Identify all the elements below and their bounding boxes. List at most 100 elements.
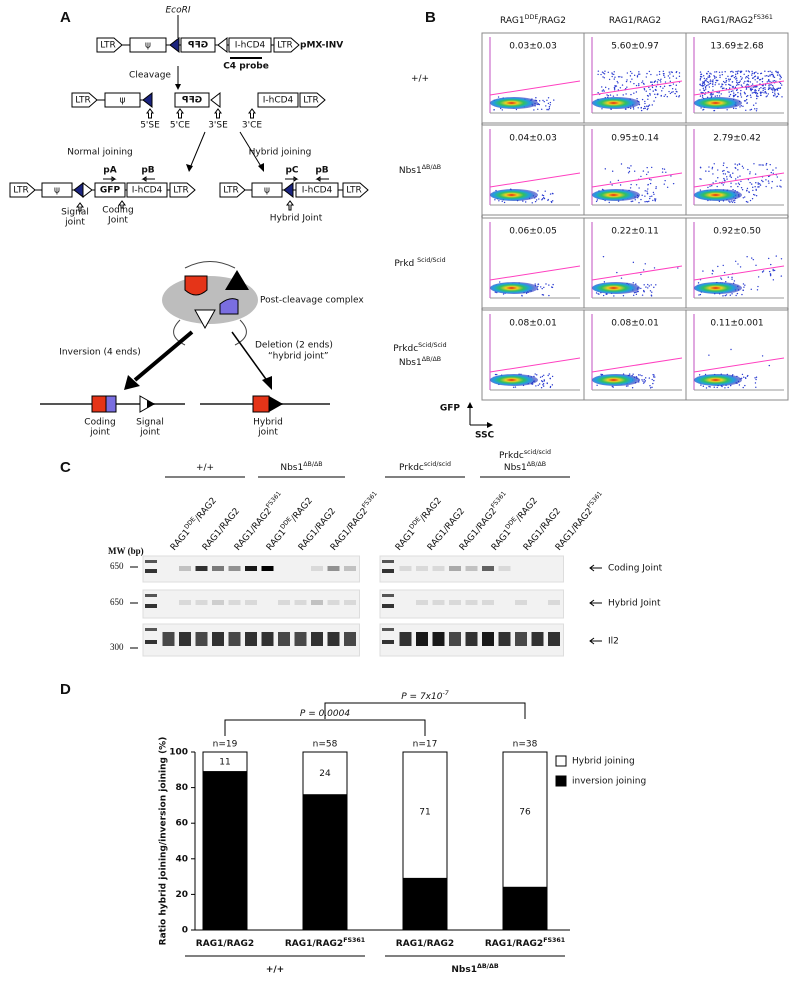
event [635, 84, 638, 87]
band [163, 600, 175, 605]
event [644, 201, 646, 203]
event [625, 385, 628, 387]
marker-band [145, 604, 157, 608]
percentage: 0.92±0.50 [713, 227, 761, 237]
event [499, 281, 501, 283]
event [611, 73, 614, 75]
coding-end [252, 395, 270, 413]
event [644, 107, 646, 110]
event [548, 373, 550, 375]
text-part: /RAG2 [193, 496, 218, 524]
text-part: Nbs1 [399, 166, 422, 176]
event [762, 164, 764, 166]
event [641, 294, 644, 296]
event [651, 291, 653, 293]
event [773, 76, 776, 79]
event [772, 169, 774, 171]
event [722, 264, 724, 267]
event [699, 293, 702, 296]
band [195, 632, 208, 646]
element [129, 37, 167, 53]
n-label: n=19 [213, 740, 238, 750]
event [709, 72, 711, 75]
event [745, 109, 747, 111]
event [649, 290, 652, 292]
event [542, 384, 544, 386]
text-part: RAG1 [490, 527, 513, 552]
event [712, 270, 714, 272]
arrow [239, 131, 263, 169]
event [601, 90, 603, 92]
event [645, 286, 647, 288]
event [651, 386, 653, 389]
event [727, 78, 730, 80]
event [707, 76, 709, 78]
gate [591, 357, 683, 373]
event [707, 186, 709, 189]
event [773, 269, 776, 272]
event [736, 95, 739, 98]
band [294, 600, 307, 605]
event [717, 169, 719, 171]
band [212, 566, 224, 571]
event [617, 82, 619, 84]
event [646, 200, 648, 203]
event [743, 286, 745, 288]
superscript: Scid/Scid [417, 257, 446, 264]
mw-tick: 650 [110, 597, 124, 607]
population [694, 374, 742, 386]
event [764, 75, 766, 77]
event [634, 199, 636, 201]
event [536, 374, 538, 376]
event [757, 186, 759, 188]
event [750, 88, 753, 91]
event [751, 257, 753, 259]
event [702, 81, 704, 83]
event [772, 269, 774, 272]
band [482, 600, 494, 605]
event [735, 294, 737, 297]
event [641, 379, 643, 381]
event [754, 89, 756, 91]
event [779, 185, 781, 187]
event [678, 96, 680, 98]
percentage: 0.04±0.03 [509, 134, 557, 144]
event [549, 386, 552, 389]
event [741, 85, 743, 88]
event [629, 75, 632, 77]
event [730, 348, 732, 351]
event [647, 98, 649, 100]
event [624, 108, 627, 110]
text-part: Prkdc [399, 463, 424, 473]
lane-label: RAG1/RAG2FS361 [552, 490, 607, 553]
event [633, 92, 635, 94]
x-tick-label: RAG1/RAG2FS361 [485, 937, 565, 949]
event [773, 80, 776, 82]
y-tick-label: 20 [175, 890, 188, 900]
percentage: 0.08±0.01 [611, 319, 659, 329]
event [656, 81, 659, 83]
event [757, 76, 759, 78]
event [752, 258, 755, 261]
event [525, 201, 527, 203]
event [636, 75, 639, 77]
band [498, 632, 511, 646]
event [732, 188, 734, 191]
event [729, 294, 732, 296]
event [731, 278, 733, 280]
event [653, 267, 656, 269]
element [104, 92, 141, 108]
column-header: RAG1/RAG2FS361 [701, 14, 773, 26]
event [638, 187, 640, 189]
superscript: FS361 [490, 490, 508, 509]
element [180, 37, 216, 53]
event [614, 85, 616, 88]
panel-label: D [60, 681, 71, 698]
bracket [224, 719, 426, 736]
event [655, 85, 658, 88]
arrow [133, 330, 194, 382]
event [643, 290, 645, 293]
text-part: /RAG2 [538, 16, 566, 26]
event [714, 95, 716, 97]
band [327, 632, 340, 646]
